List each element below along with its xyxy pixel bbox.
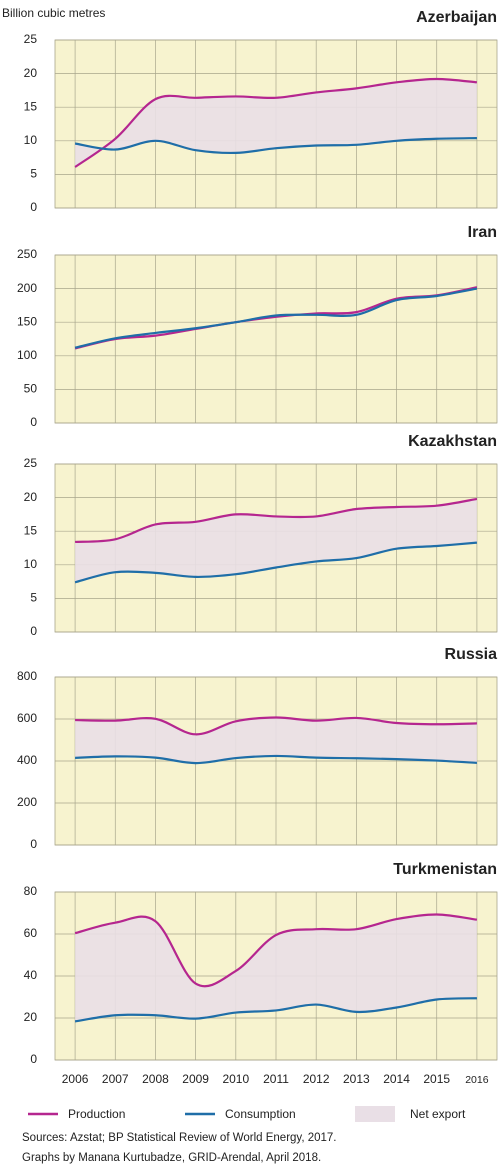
y-axis-label: Billion cubic metres [2, 6, 105, 20]
x-tick-label: 2009 [182, 1072, 209, 1086]
legend-label: Consumption [225, 1107, 296, 1121]
series-line [74, 286, 478, 350]
credit-note: Graphs by Manana Kurtubadze, GRID-Arenda… [22, 1152, 321, 1164]
x-tick-label: 2015 [423, 1072, 450, 1086]
plot-frame [54, 254, 498, 424]
y-tick-label: 5 [30, 591, 37, 605]
y-tick-label: 600 [17, 711, 37, 725]
x-tick-label: 2007 [102, 1072, 129, 1086]
panel-title: Turkmenistan [393, 861, 497, 878]
y-tick-label: 60 [24, 926, 38, 940]
x-tick-label: 2006 [62, 1072, 89, 1086]
net-export-area [75, 717, 477, 764]
net-export-area [75, 914, 477, 1022]
y-tick-label: 200 [17, 281, 37, 295]
y-tick-label: 20 [24, 66, 38, 80]
series-line [74, 541, 478, 584]
y-tick-label: 10 [24, 133, 38, 147]
y-tick-label: 800 [17, 669, 37, 683]
y-tick-label: 0 [30, 415, 37, 429]
y-tick-label: 50 [24, 382, 38, 396]
net-export-area [75, 78, 477, 168]
net-export-area [75, 498, 477, 583]
series-line [74, 997, 477, 1023]
y-tick-label: 10 [24, 557, 38, 571]
panel-title: Iran [468, 224, 497, 241]
y-tick-label: 15 [24, 523, 38, 537]
series-line [74, 137, 477, 155]
x-tick-label: 2014 [383, 1072, 410, 1086]
series-line [74, 913, 478, 988]
y-tick-label: 15 [24, 99, 38, 113]
y-tick-label: 20 [24, 490, 38, 504]
panel-title: Russia [445, 646, 498, 663]
legend-label: Production [68, 1107, 125, 1121]
y-tick-label: 5 [30, 167, 37, 181]
y-tick-label: 0 [30, 624, 37, 638]
series-line [75, 716, 477, 736]
y-tick-label: 25 [24, 456, 38, 470]
y-tick-label: 20 [24, 1010, 38, 1024]
x-tick-label: 2011 [263, 1072, 289, 1086]
series-line [75, 497, 478, 544]
y-tick-label: 25 [24, 32, 38, 46]
y-tick-label: 0 [30, 200, 37, 214]
y-tick-label: 150 [17, 314, 37, 328]
y-tick-label: 0 [30, 837, 37, 851]
legend-swatch [355, 1106, 395, 1122]
series-line [74, 77, 478, 168]
y-tick-label: 400 [17, 753, 37, 767]
plot-frame [54, 463, 498, 633]
x-tick-label: 2013 [343, 1072, 370, 1086]
y-tick-label: 0 [30, 1052, 37, 1066]
x-tick-label: 2012 [303, 1072, 330, 1086]
x-tick-label: 2016 [465, 1074, 489, 1086]
y-tick-label: 200 [17, 795, 37, 809]
y-tick-label: 40 [24, 968, 38, 982]
series-line [74, 287, 478, 349]
x-tick-label: 2010 [222, 1072, 249, 1086]
plot-frame [54, 891, 498, 1061]
x-tick-label: 2008 [142, 1072, 169, 1086]
y-tick-label: 250 [17, 247, 37, 261]
source-note: Sources: Azstat; BP Statistical Review o… [22, 1132, 336, 1144]
series-line [75, 754, 477, 765]
y-tick-label: 80 [24, 884, 38, 898]
y-tick-label: 100 [17, 348, 37, 362]
legend-label: Net export [410, 1107, 466, 1121]
plot-frame [54, 39, 498, 209]
panel-title: Kazakhstan [408, 433, 497, 450]
panel-title: Azerbaijan [416, 9, 497, 26]
plot-frame [54, 676, 498, 846]
